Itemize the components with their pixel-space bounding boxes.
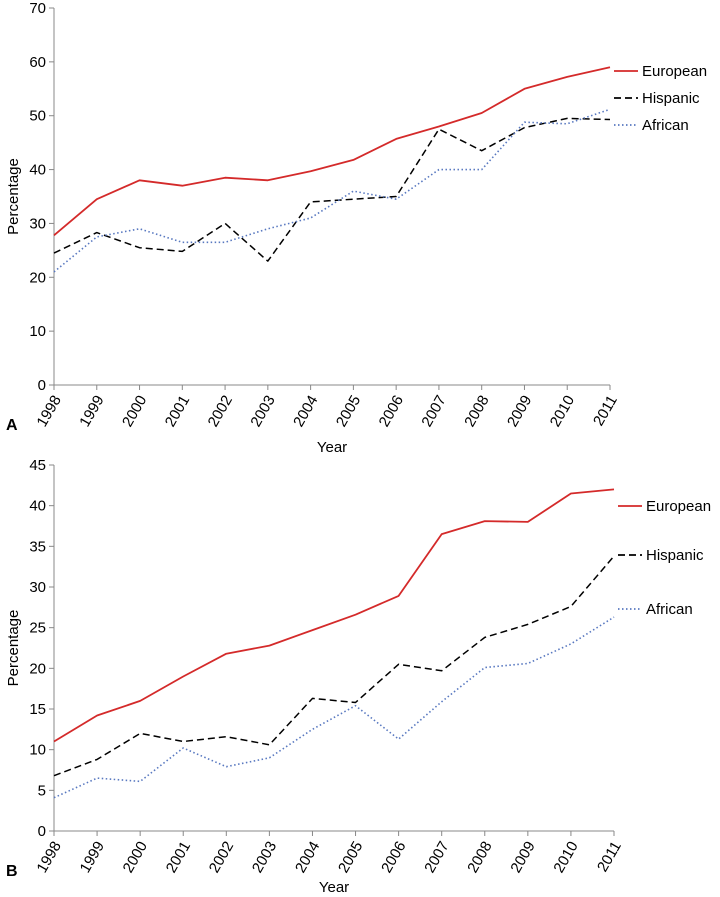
- x-tick-label: 2003: [247, 392, 278, 429]
- y-tick-label: 25: [29, 620, 46, 637]
- y-tick-label: 50: [29, 108, 46, 125]
- x-tick-label: 2002: [206, 838, 237, 875]
- series-line-hispanic: [53, 555, 615, 777]
- x-tick-label: 2001: [162, 392, 193, 429]
- x-tick-label: 2004: [292, 838, 323, 875]
- legend-label-european: European: [642, 63, 707, 80]
- y-tick-label: 15: [29, 701, 46, 718]
- x-tick-label: 2009: [507, 838, 538, 875]
- series-line-european: [53, 488, 615, 743]
- x-tick-label: 2000: [119, 392, 150, 429]
- x-tick-label: 2005: [333, 392, 364, 429]
- x-tick-label: 2006: [378, 838, 409, 875]
- x-tick-label: 2000: [120, 838, 151, 875]
- y-tick-label: 10: [29, 323, 46, 340]
- y-tick-label: 20: [29, 660, 46, 677]
- legend-label-european: European: [646, 498, 711, 515]
- x-tick-label: 2001: [163, 838, 194, 875]
- y-axis-title: Percentage: [5, 158, 22, 235]
- series-line-african: [53, 616, 615, 799]
- x-tick-label: 2002: [205, 392, 236, 429]
- y-tick-label: 30: [29, 579, 46, 596]
- y-tick-label: 70: [29, 0, 46, 17]
- y-tick-label: 5: [38, 782, 46, 799]
- series-line-european: [53, 66, 611, 236]
- y-tick-label: 0: [38, 823, 46, 840]
- x-tick-label: 2011: [594, 838, 625, 874]
- x-tick-label: 2010: [547, 392, 578, 429]
- y-tick-label: 20: [29, 269, 46, 286]
- y-axis-title: Percentage: [5, 610, 22, 687]
- y-tick-label: 40: [29, 162, 46, 179]
- x-tick-label: 2008: [464, 838, 495, 875]
- x-tick-label: 1998: [33, 838, 64, 875]
- x-axis-title: Year: [319, 879, 349, 896]
- x-tick-label: 2003: [249, 838, 280, 875]
- x-tick-label: 2010: [550, 838, 581, 875]
- x-tick-label: 2008: [461, 392, 492, 429]
- chart-panel-b: 0 5 10 15 20 25 30 35 40 45 1998 1999 2000 2001 2002 20…: [5, 457, 711, 896]
- chart-panel-a: 0 10 20 30 40 50 60 70 1998 1999 2000 2001 2002 2003 2…: [5, 0, 707, 456]
- x-tick-label: 1999: [76, 392, 107, 429]
- y-tick-label: 60: [29, 54, 46, 71]
- y-tick-label: 10: [29, 742, 46, 759]
- x-tick-label: 2004: [290, 392, 321, 429]
- legend-label-hispanic: Hispanic: [642, 90, 700, 107]
- y-tick-label: 35: [29, 538, 46, 555]
- x-tick-label: 1999: [77, 838, 108, 875]
- legend-label-african: African: [642, 117, 689, 134]
- y-tick-label: 30: [29, 215, 46, 232]
- series-line-african: [53, 108, 611, 273]
- panel-label: A: [6, 417, 18, 434]
- x-tick-label: 1998: [33, 392, 64, 429]
- legend-label-african: African: [646, 601, 693, 618]
- y-tick-label: 40: [29, 498, 46, 515]
- y-tick-label: 0: [38, 377, 46, 394]
- x-tick-label: 2006: [376, 392, 407, 429]
- x-tick-label: 2007: [418, 392, 449, 429]
- x-tick-label: 2005: [335, 838, 366, 875]
- x-tick-label: 2011: [590, 392, 621, 428]
- y-tick-label: 45: [29, 457, 46, 474]
- legend-label-hispanic: Hispanic: [646, 547, 704, 564]
- x-tick-label: 2007: [421, 838, 452, 875]
- x-tick-label: 2009: [504, 392, 535, 429]
- x-axis-title: Year: [317, 439, 347, 456]
- series-line-hispanic: [53, 117, 611, 262]
- panel-label: B: [6, 863, 18, 880]
